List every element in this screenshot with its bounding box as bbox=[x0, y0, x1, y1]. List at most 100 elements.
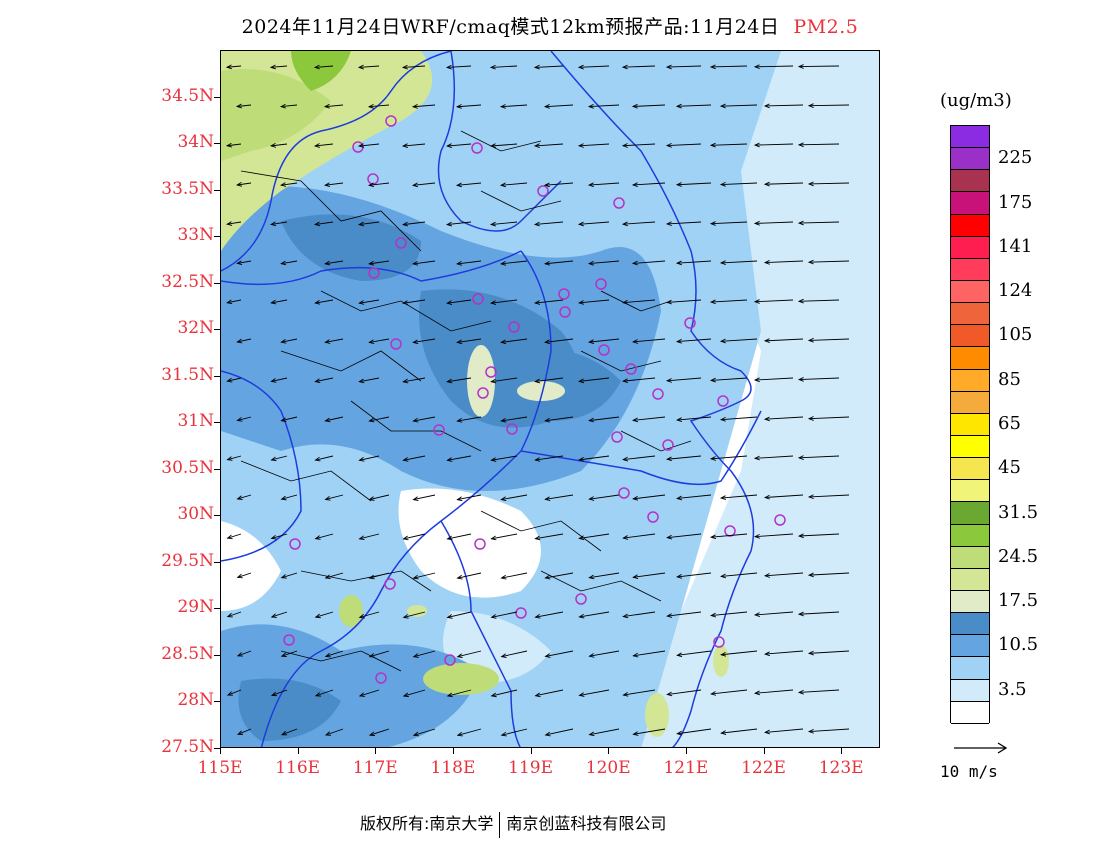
x-tick bbox=[375, 748, 377, 754]
province-boundary bbox=[221, 370, 302, 562]
wind-arrow-head bbox=[314, 299, 321, 305]
wind-arrow-head bbox=[675, 260, 682, 266]
wind-arrow-head bbox=[763, 338, 770, 344]
wind-arrow bbox=[271, 455, 288, 461]
wind-arrow bbox=[765, 572, 804, 577]
wind-arrow-head bbox=[412, 653, 419, 658]
wind-arrow bbox=[447, 611, 472, 618]
wind-arrow-head bbox=[280, 730, 288, 736]
wind-arrow-head bbox=[270, 691, 277, 697]
wind-arrow-head bbox=[489, 221, 497, 227]
wind-arrow bbox=[359, 65, 380, 68]
wind-arrow-head bbox=[534, 300, 541, 305]
wind-arrow-head bbox=[324, 731, 332, 736]
wind-arrow-head bbox=[368, 496, 375, 501]
wind-arrow bbox=[237, 260, 252, 264]
wind-arrow-head bbox=[226, 612, 233, 618]
wind-arrow-head bbox=[533, 221, 541, 227]
wind-arrow-head bbox=[709, 534, 717, 540]
colorbar-swatch bbox=[951, 590, 989, 614]
wind-arrow-head bbox=[719, 181, 726, 187]
wind-arrow bbox=[413, 416, 436, 422]
wind-arrow-head bbox=[797, 298, 804, 304]
province-boundary bbox=[221, 51, 452, 272]
wind-arrow-head bbox=[402, 300, 409, 305]
wind-arrow bbox=[237, 182, 252, 186]
wind-arrow-head bbox=[577, 143, 584, 148]
y-tick-label: 30.5N bbox=[161, 457, 214, 478]
y-tick bbox=[214, 515, 220, 517]
wind-arrow bbox=[491, 377, 518, 383]
wind-arrow bbox=[579, 65, 610, 68]
wind-arrow bbox=[227, 221, 242, 225]
lake-region bbox=[467, 345, 495, 417]
wind-arrow bbox=[623, 689, 656, 696]
wind-arrow-head bbox=[456, 417, 463, 423]
y-tick-label: 28.5N bbox=[161, 643, 214, 664]
wind-arrow bbox=[237, 338, 252, 343]
province-boundary bbox=[260, 250, 552, 747]
wind-arrow-head bbox=[446, 378, 453, 384]
wind-arrow bbox=[721, 182, 758, 185]
reference-vector-label: 10 m/s bbox=[940, 762, 998, 781]
x-tick-label: 123E bbox=[818, 758, 864, 778]
wind-arrow-head bbox=[456, 261, 463, 266]
lake-region bbox=[517, 381, 565, 401]
wind-arrow-head bbox=[797, 220, 804, 226]
wind-arrow-head bbox=[797, 533, 804, 539]
wind-arrow bbox=[457, 260, 482, 265]
footer-company: 南京创蓝科技有限公司 bbox=[506, 814, 667, 833]
wind-arrow-head bbox=[676, 652, 683, 658]
concentration-region-dark bbox=[238, 678, 341, 741]
wind-arrow-head bbox=[236, 652, 243, 657]
x-tick-label: 118E bbox=[430, 758, 476, 778]
wind-arrow-head bbox=[402, 614, 409, 619]
wind-arrow bbox=[721, 104, 758, 107]
wind-arrow-head bbox=[402, 457, 409, 462]
colorbar-label: 85 bbox=[998, 368, 1021, 390]
y-tick-label: 29N bbox=[177, 597, 214, 618]
wind-arrow-head bbox=[270, 299, 277, 305]
wind-arrow-head bbox=[226, 534, 233, 540]
chart-title: 2024年11月24日WRF/cmaq模式12km预报产品:11月24日 PM2.… bbox=[0, 12, 1100, 39]
x-tick-label: 121E bbox=[663, 758, 709, 778]
concentration-map bbox=[221, 51, 879, 747]
colorbar-swatch bbox=[951, 148, 989, 171]
footer-separator bbox=[499, 811, 501, 838]
wind-arrow bbox=[667, 299, 702, 303]
wind-arrow-head bbox=[588, 339, 595, 345]
wind-arrow bbox=[271, 65, 288, 68]
wind-arrow bbox=[227, 377, 242, 382]
wind-arrow-head bbox=[412, 731, 419, 737]
wind-arrow-head bbox=[719, 416, 726, 422]
wind-arrow bbox=[413, 650, 436, 658]
wind-arrow-head bbox=[631, 339, 639, 344]
wind-arrow bbox=[755, 455, 794, 459]
wind-arrow-head bbox=[534, 692, 541, 698]
wind-arrow-head bbox=[534, 457, 541, 462]
wind-arrow bbox=[721, 572, 758, 577]
wind-arrow-head bbox=[269, 143, 277, 148]
wind-arrow bbox=[447, 299, 472, 304]
wind-arrow bbox=[501, 416, 528, 422]
wind-arrow bbox=[447, 143, 472, 147]
wind-arrow bbox=[447, 533, 472, 540]
wind-arrow bbox=[589, 494, 620, 500]
wind-arrow-head bbox=[665, 299, 672, 305]
wind-arrow-head bbox=[665, 142, 672, 148]
wind-arrow bbox=[457, 338, 482, 343]
colorbar-label: 141 bbox=[998, 235, 1033, 257]
wind-arrow-head bbox=[490, 614, 497, 619]
wind-arrow-head bbox=[676, 495, 683, 501]
x-tick bbox=[530, 748, 532, 754]
wind-arrow bbox=[667, 221, 702, 225]
wind-arrow-head bbox=[797, 689, 804, 695]
wind-arrow bbox=[413, 494, 436, 501]
concentration-region-white bbox=[398, 488, 541, 598]
wind-arrow bbox=[711, 689, 748, 695]
wind-arrow-head bbox=[314, 613, 321, 619]
wind-arrow bbox=[227, 689, 242, 696]
wind-arrow-head bbox=[587, 182, 594, 188]
y-tick-label: 31.5N bbox=[161, 364, 214, 385]
wind-arrow-head bbox=[358, 300, 365, 305]
